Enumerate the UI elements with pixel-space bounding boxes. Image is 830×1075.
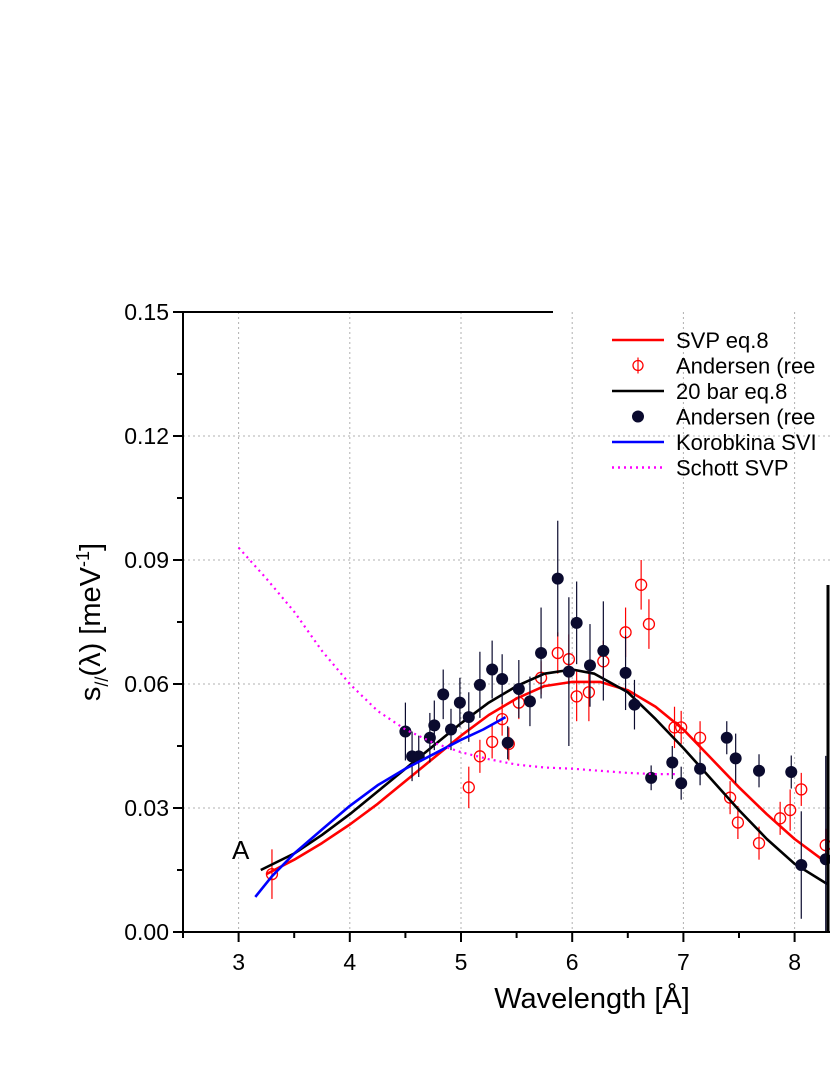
data-point-filled [675,777,688,790]
x-axis-title: Wavelength [Å] [494,982,690,1015]
legend-entry-0: SVP eq.8 [612,328,769,353]
panel-label: A [232,835,250,865]
data-point-filled [473,678,486,691]
legend-label: Korobkina SVI [676,430,817,455]
data-point-filled [428,719,441,732]
x-tick-label: 8 [788,949,801,975]
legend-entry-3: Andersen (ree [632,405,815,430]
data-point-open [784,803,797,817]
series-1 [265,560,830,899]
data-point-open [634,578,648,591]
data-point-open [265,867,279,881]
data-point-filled [453,696,466,709]
y-tick-label: 0.03 [124,795,169,821]
x-tick-label: 6 [566,949,579,975]
series-line [254,715,507,898]
data-point-filled [437,688,450,701]
x-tick-label: 5 [455,949,468,975]
data-point-filled [694,762,707,775]
x-tick-label: 4 [343,949,356,975]
data-point-filled [399,725,412,738]
data-point-filled [444,723,457,736]
data-point-filled [666,756,679,769]
data-point-filled [512,682,525,695]
data-point-open [668,721,681,734]
series-3 [399,520,830,932]
data-point-open [551,646,564,660]
series-4 [254,715,507,898]
legend-label: Schott SVP [676,456,789,481]
legend-label: 20 bar eq.8 [676,379,787,404]
data-point-open [773,812,787,825]
legend-label: Andersen (ree [676,405,815,430]
data-point-open [731,816,745,829]
data-point-filled [619,666,632,679]
data-point-filled [462,711,475,724]
y-tick-label: 0.09 [124,547,169,573]
y-tick-label: 0.06 [124,671,169,697]
data-point-filled [729,752,742,765]
legend-open-marker [632,359,644,372]
data-point-open [473,750,487,763]
series-line [260,668,829,886]
series-layer [237,520,830,932]
data-point-filled [496,673,509,686]
y-axis-title-lambda: (λ) [meV [75,566,107,676]
data-point-open [570,690,583,703]
data-point-filled [583,659,596,672]
y-tick-label: 0.00 [124,919,169,945]
legend-label: Andersen (ree [676,354,815,379]
data-point-open [485,735,499,749]
data-point-open [582,686,596,699]
legend-label: SVP eq.8 [676,328,769,353]
data-point-filled [523,695,536,708]
legend-entry-4: Korobkina SVI [612,430,817,455]
data-point-filled [597,644,610,657]
legend-entry-5: Schott SVP [612,456,789,481]
data-point-open [462,781,475,794]
y-axis-title: s//(λ) [meV-1] [73,543,112,701]
data-point-filled [486,663,499,676]
data-point-filled [645,771,658,784]
data-point-open [723,791,737,804]
series-line [265,680,829,876]
series-0 [265,680,829,876]
data-point-open [675,721,688,734]
data-point-open [693,731,707,744]
data-point-open [642,617,656,631]
y-axis-title-s: s [75,687,107,702]
data-point-filled [535,647,548,659]
data-point-filled [628,698,641,711]
x-tick-label: 7 [677,949,690,975]
legend-entry-1: Andersen (ree [632,354,815,379]
data-point-filled [570,616,583,629]
data-point-filled [501,736,514,749]
legend-entry-2: 20 bar eq.8 [612,379,787,404]
x-tick-label: 3 [232,949,245,975]
data-point-filled [551,572,564,585]
y-tick-label: 0.12 [124,423,169,449]
data-point-open [495,712,509,726]
data-point-filled [785,766,798,779]
data-point-open [795,783,808,796]
y-axis-title-subscript: // [92,677,112,687]
axes: 0.00 0.03 0.06 0.09 0.12 0.15 3 4 5 6 7 8 [124,299,830,975]
series-2 [260,668,829,886]
legend-filled-marker [632,410,644,423]
data-point-filled [423,731,436,744]
y-axis-title-superscript: -1 [73,551,93,567]
data-point-open [752,836,766,850]
data-point-filled [795,859,808,872]
data-point-filled [720,731,733,744]
y-tick-label: 0.15 [124,299,169,325]
y-axis-title-end: ] [75,543,107,551]
data-point-filled [753,764,766,777]
data-point-filled [562,665,575,678]
